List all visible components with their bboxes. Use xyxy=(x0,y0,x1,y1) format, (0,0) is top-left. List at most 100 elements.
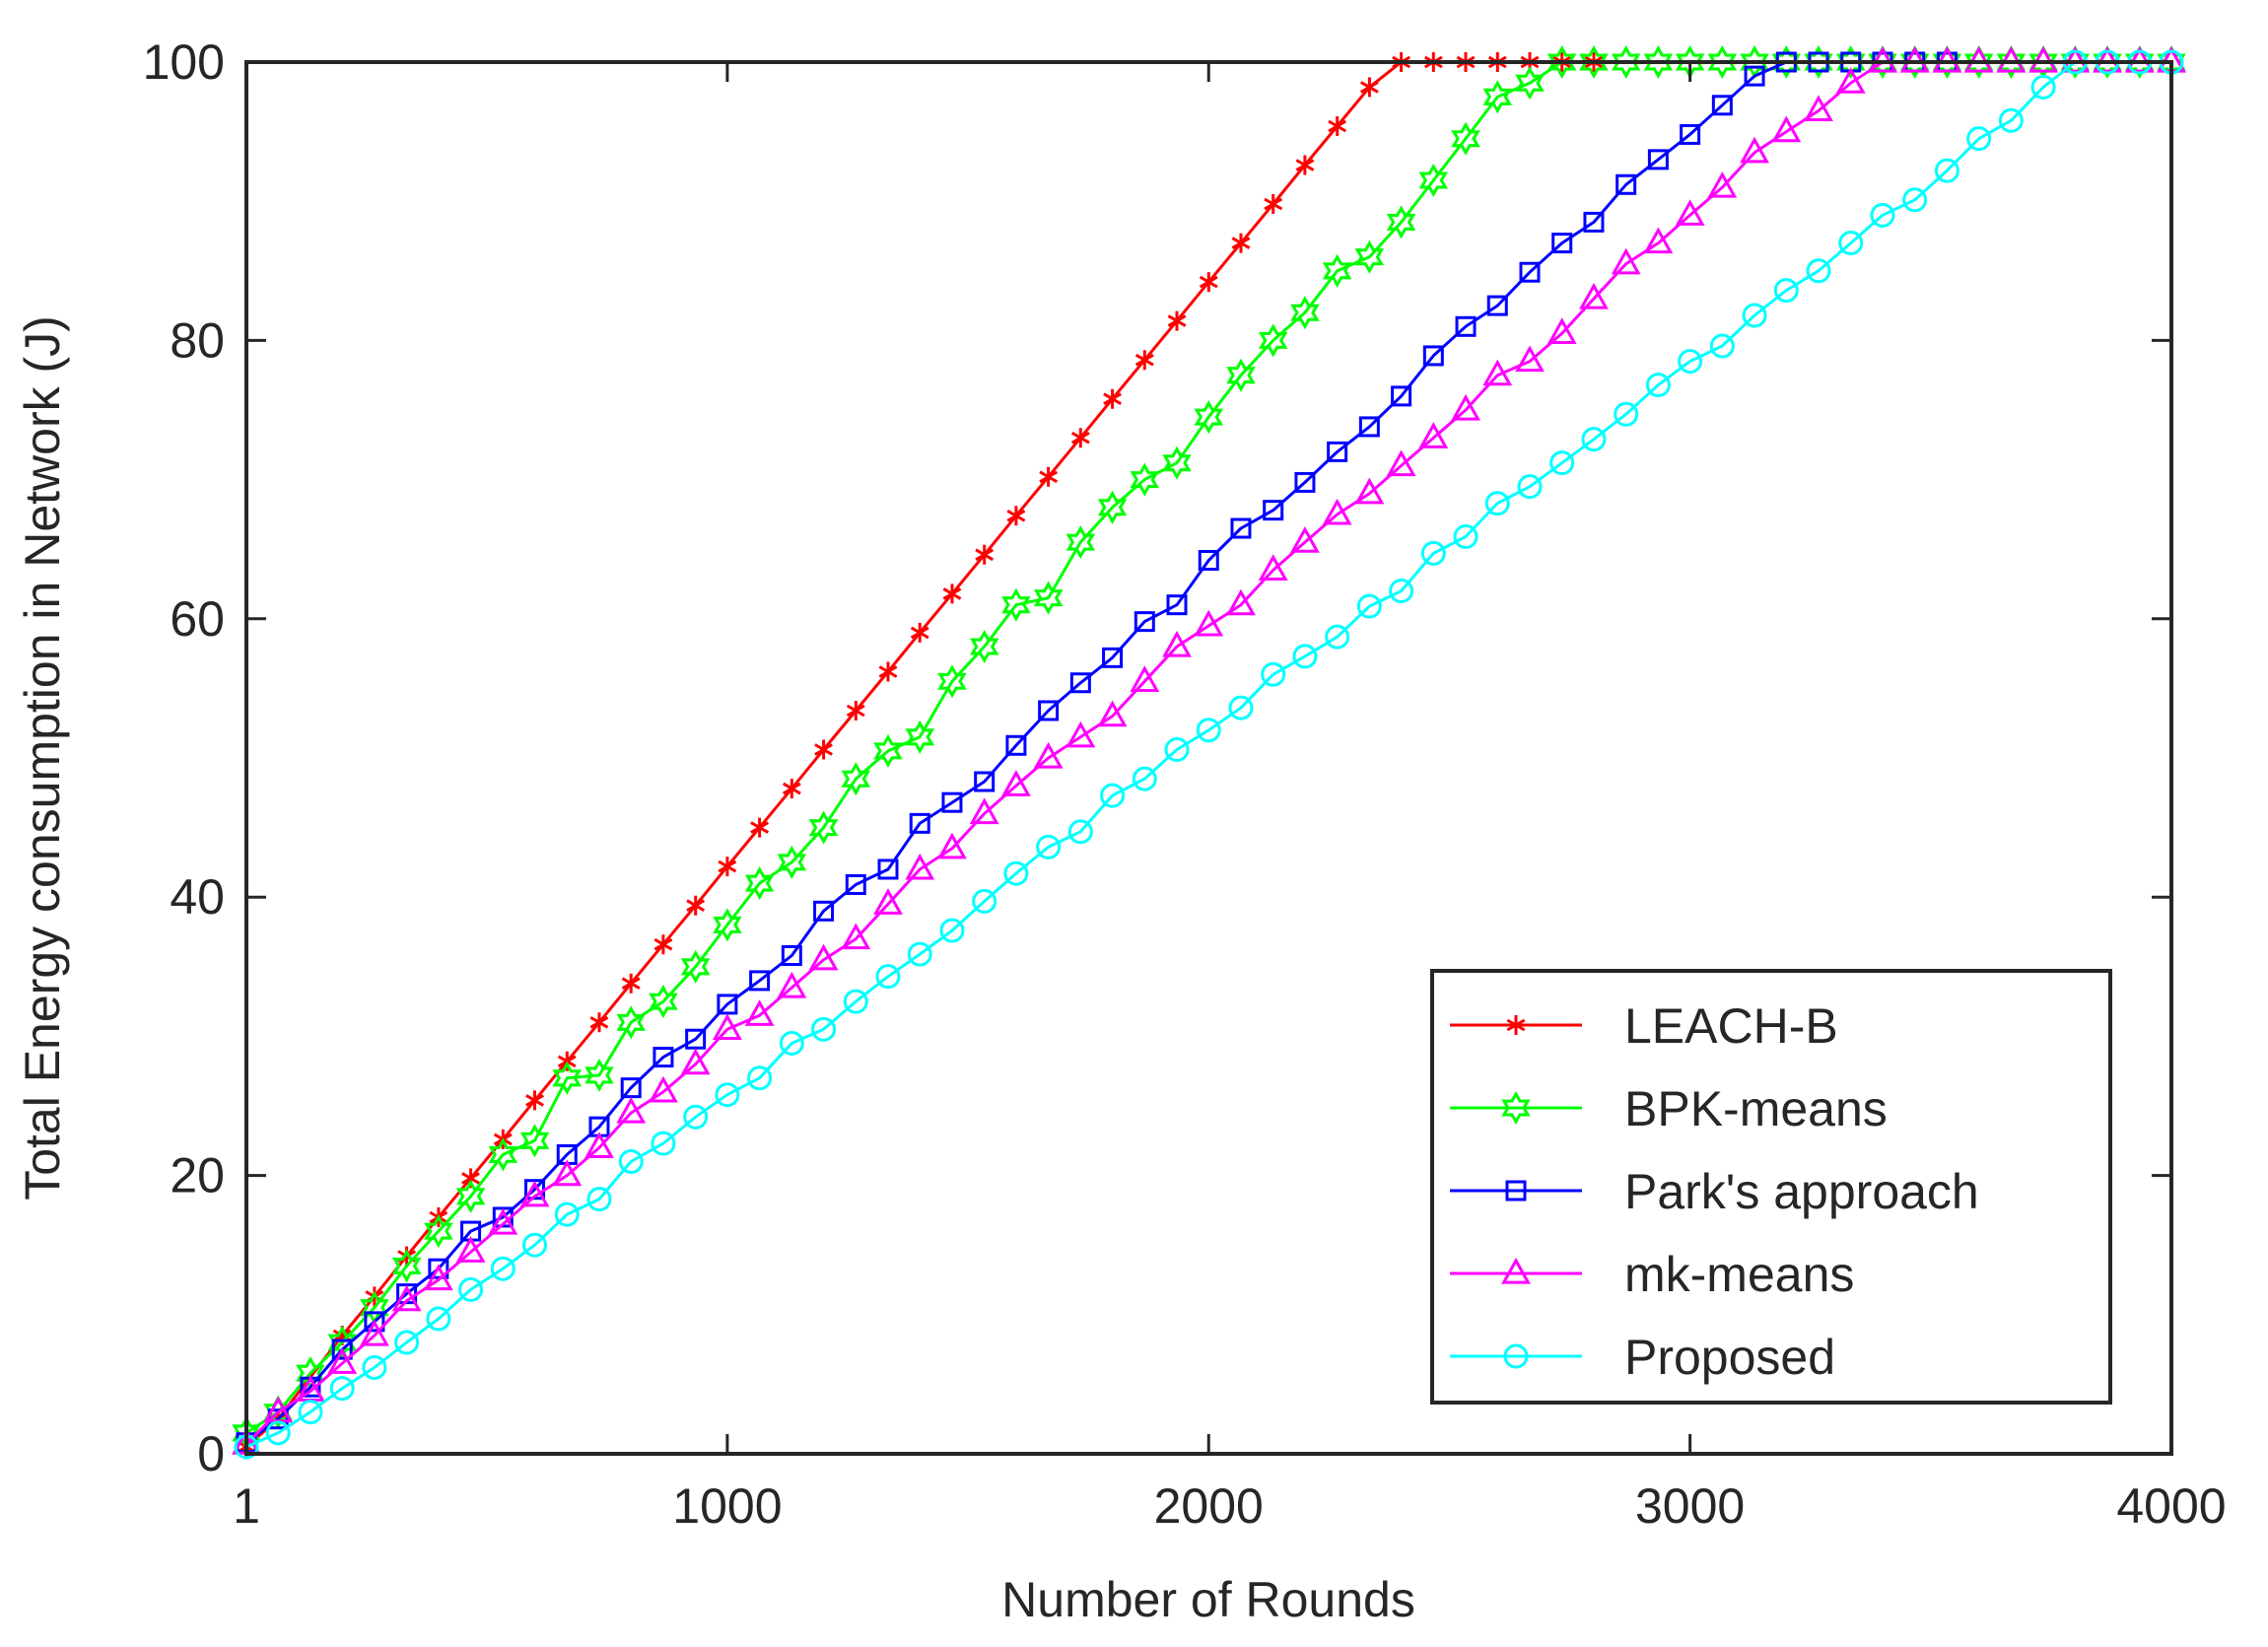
data-point-mk-means xyxy=(1097,700,1128,727)
data-point-bpk-means xyxy=(519,1124,550,1158)
legend-label: mk-means xyxy=(1624,1247,1854,1302)
data-point-proposed xyxy=(1196,718,1221,743)
data-point-mk-means xyxy=(1194,609,1224,637)
data-point-leach-b xyxy=(910,622,929,643)
data-point-leach-b xyxy=(1134,350,1154,371)
data-point-park-s-approach xyxy=(813,900,835,922)
data-point-bpk-means xyxy=(649,985,678,1019)
data-point-bpk-means xyxy=(1963,44,1994,80)
data-point-proposed xyxy=(1838,231,1864,256)
data-point-leach-b xyxy=(942,583,962,604)
data-point-park-s-approach xyxy=(1583,211,1605,233)
data-point-mk-means xyxy=(1226,588,1256,616)
data-point-park-s-approach xyxy=(1230,517,1252,539)
data-point-bpk-means xyxy=(808,810,839,845)
data-point-mk-means xyxy=(584,1132,614,1158)
data-point-bpk-means xyxy=(488,1137,518,1172)
data-point-park-s-approach xyxy=(1327,441,1348,462)
legend-item: Proposed xyxy=(1450,1330,1835,1385)
data-point-leach-b xyxy=(686,895,706,916)
data-point-proposed xyxy=(1453,523,1478,549)
data-point-mk-means xyxy=(680,1048,711,1075)
data-point-proposed xyxy=(972,888,997,914)
data-point-leach-b xyxy=(878,661,898,682)
data-point-proposed xyxy=(298,1400,323,1425)
data-point-park-s-approach xyxy=(1263,500,1284,521)
data-point-leach-b xyxy=(589,1012,609,1033)
data-point-park-s-approach xyxy=(685,1028,707,1050)
data-point-bpk-means xyxy=(391,1249,422,1283)
data-point-proposed xyxy=(1709,333,1735,359)
data-point-bpk-means xyxy=(1771,44,1802,80)
data-point-bpk-means xyxy=(1162,446,1192,480)
data-point-mk-means xyxy=(808,943,839,971)
series-line-proposed xyxy=(245,60,2171,1449)
data-point-park-s-approach xyxy=(1422,345,1444,367)
data-point-park-s-approach xyxy=(1455,315,1477,337)
data-point-bpk-means xyxy=(2060,44,2091,80)
data-point-mk-means xyxy=(1804,95,1833,122)
data-point-mk-means xyxy=(1322,498,1352,525)
data-point-bpk-means xyxy=(1579,44,1609,80)
data-point-park-s-approach xyxy=(1391,385,1412,407)
data-point-proposed xyxy=(779,1030,804,1056)
data-point-park-s-approach xyxy=(877,858,899,880)
x-axis-label: Number of Rounds xyxy=(1001,1572,1415,1627)
data-point-proposed xyxy=(458,1276,484,1302)
data-point-proposed xyxy=(265,1420,291,1446)
data-point-mk-means xyxy=(777,971,807,998)
data-point-bpk-means xyxy=(1290,296,1320,330)
legend-label: BPK-means xyxy=(1624,1081,1888,1136)
data-point-mk-means xyxy=(552,1159,583,1187)
data-point-mk-means xyxy=(1001,770,1031,796)
data-point-proposed xyxy=(1773,278,1799,304)
data-point-bpk-means xyxy=(1418,163,1449,198)
data-point-bpk-means xyxy=(905,720,935,754)
data-point-leach-b xyxy=(1039,466,1059,487)
data-point-bpk-means xyxy=(327,1325,357,1360)
data-point-mk-means xyxy=(519,1180,550,1207)
data-point-proposed xyxy=(1036,834,1062,859)
data-point-proposed xyxy=(1902,187,1928,213)
data-point-proposed xyxy=(1100,783,1126,808)
data-point-park-s-approach xyxy=(781,945,802,967)
data-point-proposed xyxy=(522,1232,548,1258)
data-point-proposed xyxy=(1806,258,1831,284)
data-point-mk-means xyxy=(391,1284,422,1312)
data-point-mk-means xyxy=(1579,282,1609,309)
data-point-mk-means xyxy=(1130,665,1160,692)
data-point-proposed xyxy=(1966,126,1992,152)
data-point-proposed xyxy=(1678,349,1703,375)
data-point-bpk-means xyxy=(1386,205,1416,240)
data-point-leach-b xyxy=(525,1090,544,1111)
data-point-park-s-approach xyxy=(1102,647,1124,668)
data-point-mk-means xyxy=(423,1264,453,1291)
data-point-mk-means xyxy=(1162,630,1192,657)
data-point-park-s-approach xyxy=(620,1077,642,1099)
data-point-bpk-means xyxy=(2124,44,2155,80)
data-point-bpk-means xyxy=(584,1058,614,1092)
data-point-park-s-approach xyxy=(1069,672,1091,694)
data-point-park-s-approach xyxy=(1134,611,1155,633)
data-point-bpk-means xyxy=(680,949,711,984)
data-point-park-s-approach xyxy=(1647,149,1669,171)
data-point-leach-b xyxy=(846,701,865,721)
data-point-leach-b xyxy=(1167,310,1187,331)
data-point-mk-means xyxy=(616,1096,647,1124)
data-point-bpk-means xyxy=(1097,490,1128,524)
data-point-mk-means xyxy=(1546,317,1577,344)
y-axis-label: Total Energy consumption in Network (J) xyxy=(15,315,70,1201)
data-point-bpk-means xyxy=(1226,358,1256,392)
data-point-proposed xyxy=(1261,661,1286,687)
data-point-proposed xyxy=(362,1354,387,1380)
y-tick-label: 60 xyxy=(170,591,225,647)
data-point-park-s-approach xyxy=(1166,594,1188,616)
data-point-leach-b xyxy=(1006,506,1026,526)
data-point-proposed xyxy=(1614,401,1639,427)
data-point-bpk-means xyxy=(1258,323,1288,358)
data-point-proposed xyxy=(1998,107,2024,133)
data-point-mk-means xyxy=(1258,554,1288,581)
data-point-mk-means xyxy=(1707,172,1738,198)
legend-item: BPK-means xyxy=(1450,1081,1888,1136)
plot-area xyxy=(232,44,2186,1460)
